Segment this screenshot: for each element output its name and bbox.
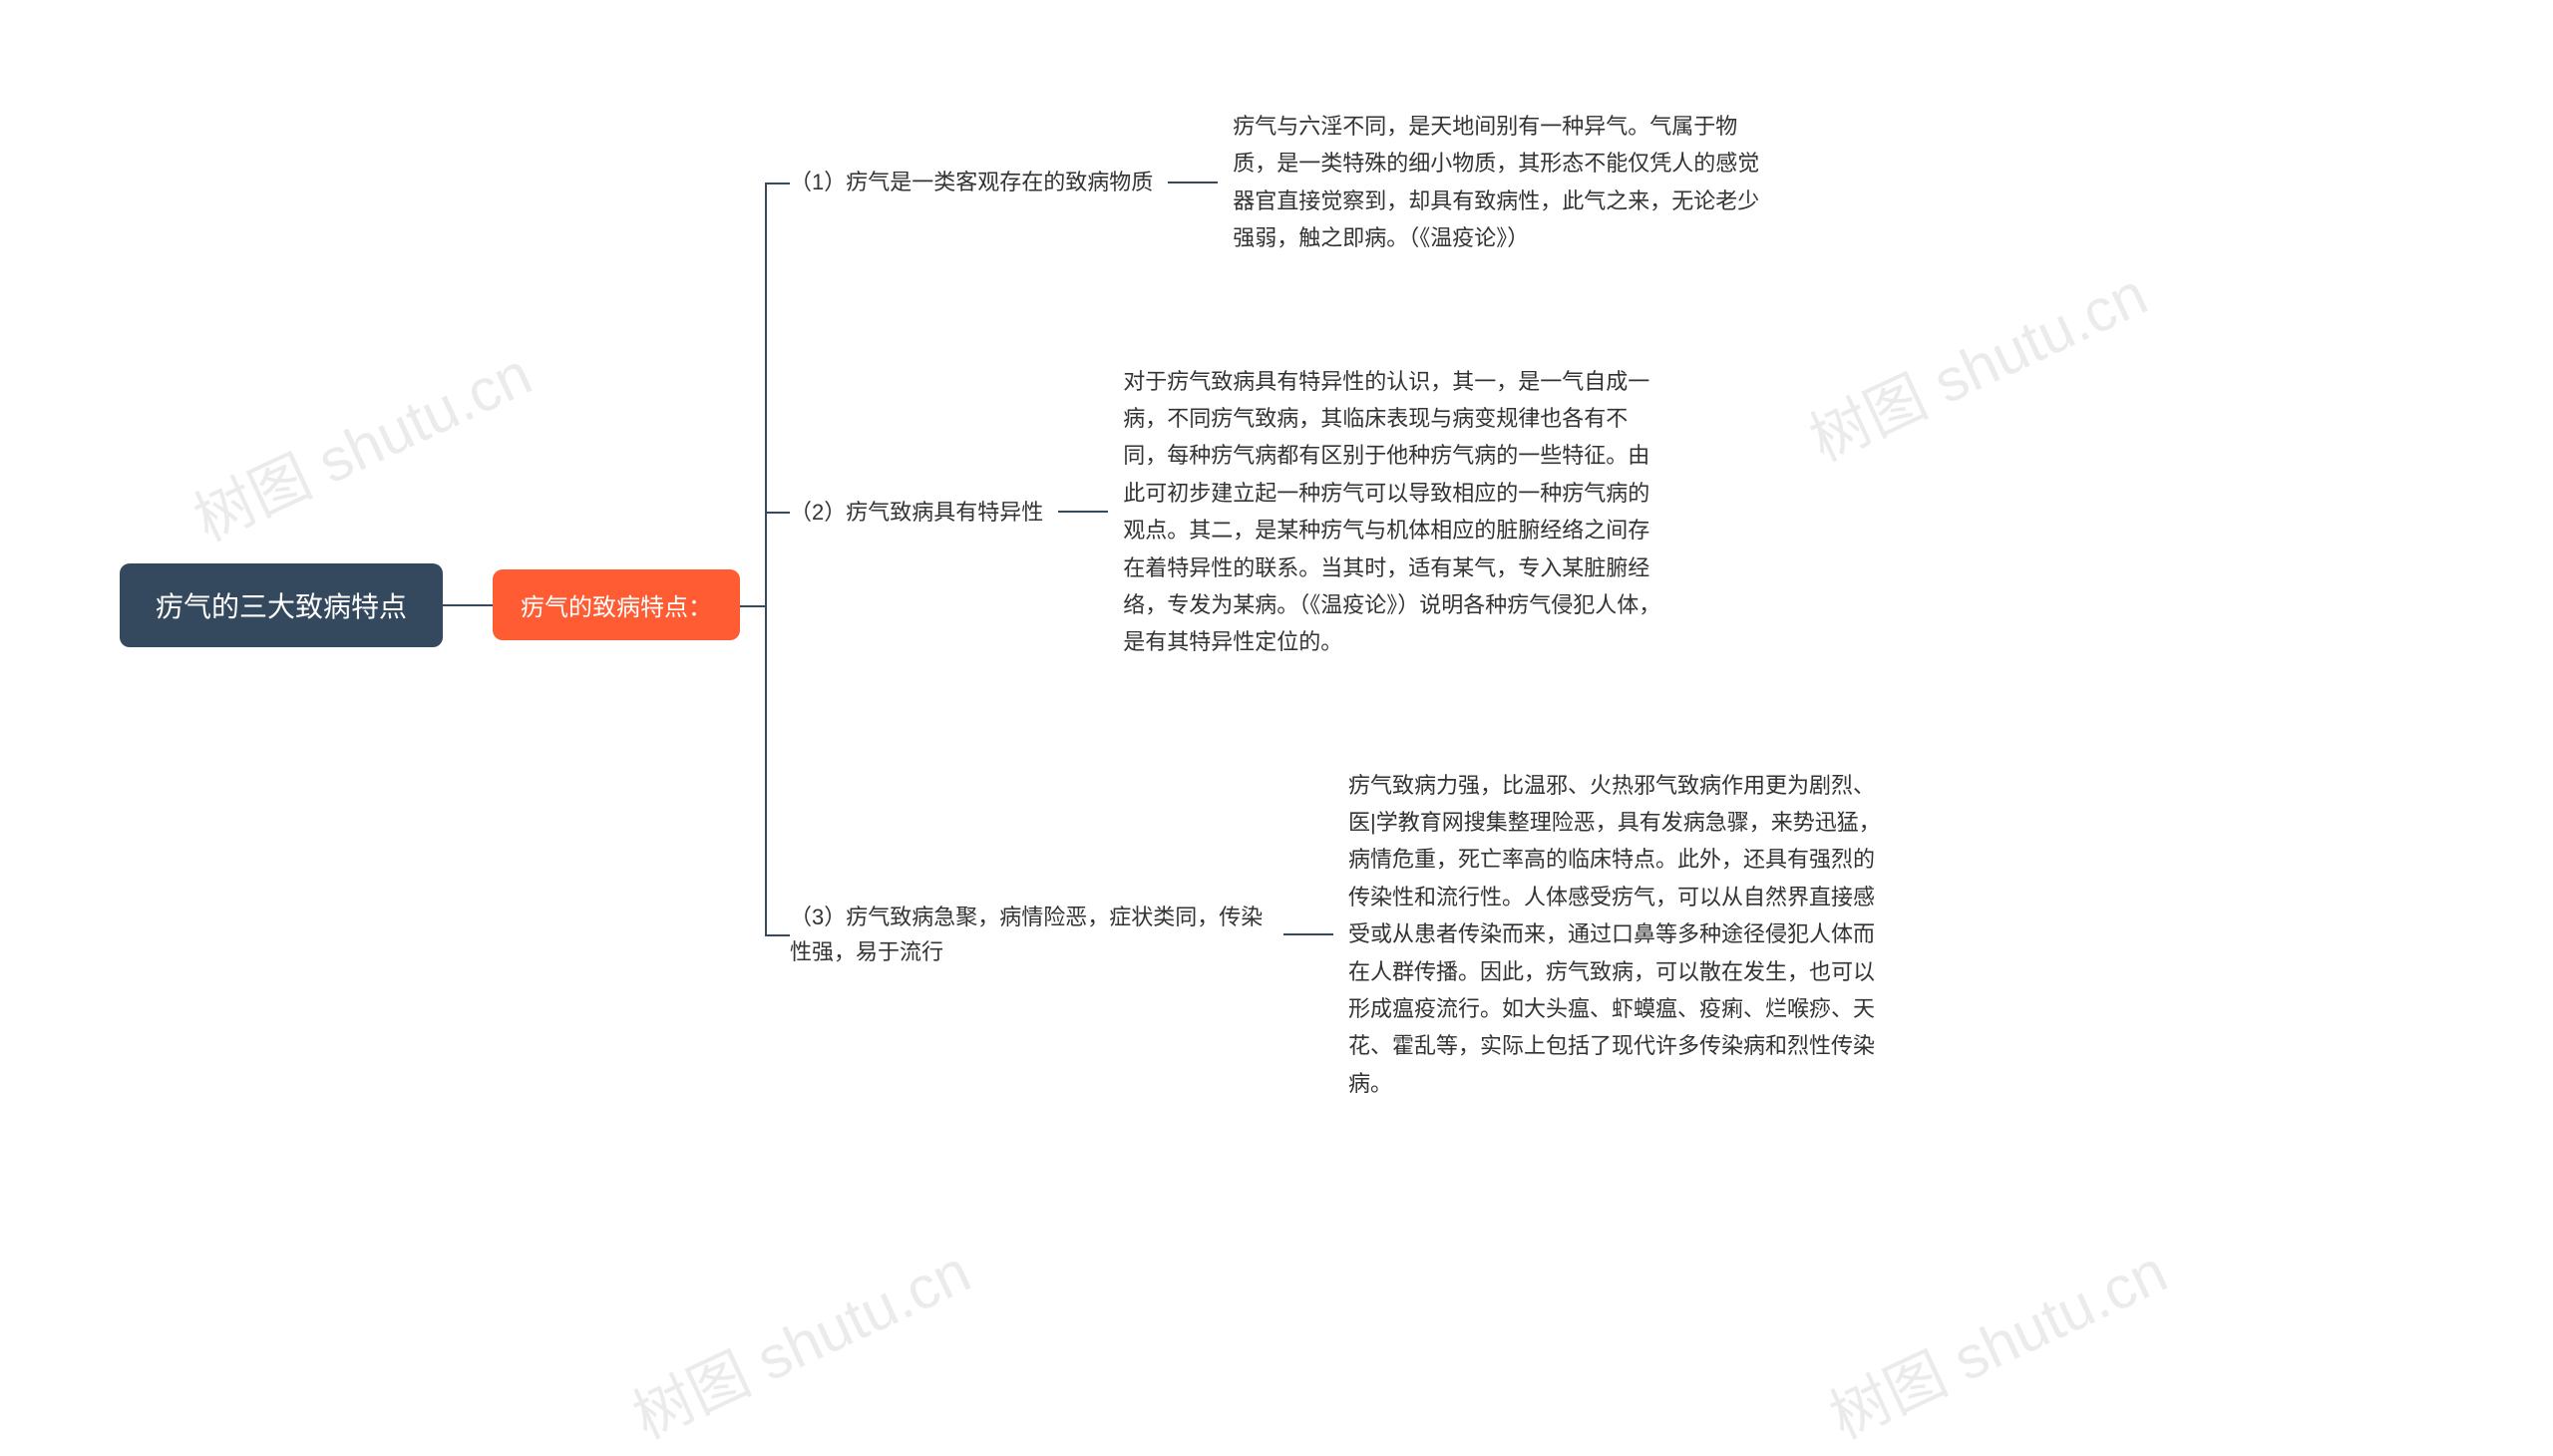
connector	[443, 604, 493, 606]
sub-node: 疠气的致病特点：	[493, 569, 740, 640]
watermark: 树图 shutu.cn	[1814, 1224, 2179, 1455]
mindmap-item: （2）疠气致病具有特异性 对于疠气致病具有特异性的认识，其一，是一气自成一病，不…	[790, 355, 1887, 669]
item-connector	[1058, 511, 1108, 513]
item-connector	[1283, 933, 1333, 935]
mindmap-item: （1）疠气是一类客观存在的致病物质 疠气与六淫不同，是天地间别有一种异气。气属于…	[790, 100, 1887, 265]
items-list: （1）疠气是一类客观存在的致病物质 疠气与六淫不同，是天地间别有一种异气。气属于…	[790, 100, 1887, 1110]
item-desc: 对于疠气致病具有特异性的认识，其一，是一气自成一病，不同疠气致病，其临床表现与病…	[1123, 355, 1661, 669]
mindmap-container: 疠气的三大致病特点 疠气的致病特点： （1）疠气是一类客观存在的致病物质 疠气与…	[120, 100, 1887, 1110]
item-desc: 疠气与六淫不同，是天地间别有一种异气。气属于物质，是一类特殊的细小物质，其形态不…	[1233, 100, 1771, 265]
watermark: 树图 shutu.cn	[617, 1224, 982, 1455]
item-desc: 疠气致病力强，比温邪、火热邪气致病作用更为剧烈、医|学教育网搜集整理险恶，具有发…	[1348, 759, 1887, 1111]
branches: （1）疠气是一类客观存在的致病物质 疠气与六淫不同，是天地间别有一种异气。气属于…	[740, 100, 1887, 1110]
item-connector	[1168, 182, 1218, 183]
root-node: 疠气的三大致病特点	[120, 563, 443, 647]
bracket	[740, 100, 790, 1110]
item-label: （3）疠气致病急聚，病情险恶，症状类同，传染性强，易于流行	[790, 892, 1269, 977]
item-label: （2）疠气致病具有特异性	[790, 487, 1043, 538]
item-label: （1）疠气是一类客观存在的致病物质	[790, 157, 1153, 207]
mindmap-item: （3）疠气致病急聚，病情险恶，症状类同，传染性强，易于流行 疠气致病力强，比温邪…	[790, 759, 1887, 1111]
